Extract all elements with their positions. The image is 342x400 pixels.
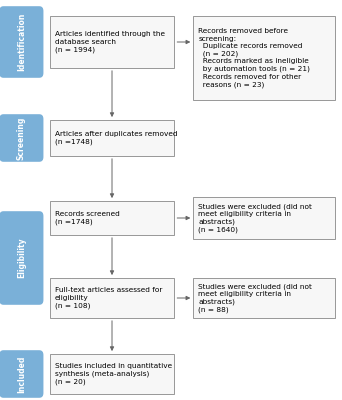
FancyBboxPatch shape [193, 278, 335, 318]
Text: Studies included in quantitative
synthesis (meta-analysis)
(n = 20): Studies included in quantitative synthes… [55, 363, 172, 385]
FancyBboxPatch shape [0, 6, 43, 78]
FancyBboxPatch shape [0, 350, 43, 398]
FancyBboxPatch shape [0, 114, 43, 162]
FancyBboxPatch shape [50, 16, 174, 68]
Text: Studies were excluded (did not
meet eligibility criteria in
abstracts)
(n = 1640: Studies were excluded (did not meet elig… [198, 203, 312, 233]
FancyBboxPatch shape [50, 354, 174, 394]
Text: Eligibility: Eligibility [17, 238, 26, 278]
FancyBboxPatch shape [0, 211, 43, 305]
Text: Articles identified through the
database search
(n = 1994): Articles identified through the database… [55, 31, 165, 53]
FancyBboxPatch shape [50, 120, 174, 156]
FancyBboxPatch shape [193, 16, 335, 100]
FancyBboxPatch shape [193, 197, 335, 239]
Text: Screening: Screening [17, 116, 26, 160]
Text: Full-text articles assessed for
eligibility
(n = 108): Full-text articles assessed for eligibil… [55, 287, 162, 309]
Text: Identification: Identification [17, 13, 26, 71]
Text: Articles after duplicates removed
(n =1748): Articles after duplicates removed (n =17… [55, 131, 177, 145]
FancyBboxPatch shape [50, 201, 174, 235]
Text: Records screened
(n =1748): Records screened (n =1748) [55, 211, 119, 225]
Text: Studies were excluded (did not
meet eligibility criteria in
abstracts)
(n = 88): Studies were excluded (did not meet elig… [198, 283, 312, 313]
FancyBboxPatch shape [50, 278, 174, 318]
Text: Included: Included [17, 355, 26, 393]
Text: Records removed before
screening:
  Duplicate records removed
  (n = 202)
  Reco: Records removed before screening: Duplic… [198, 28, 310, 88]
